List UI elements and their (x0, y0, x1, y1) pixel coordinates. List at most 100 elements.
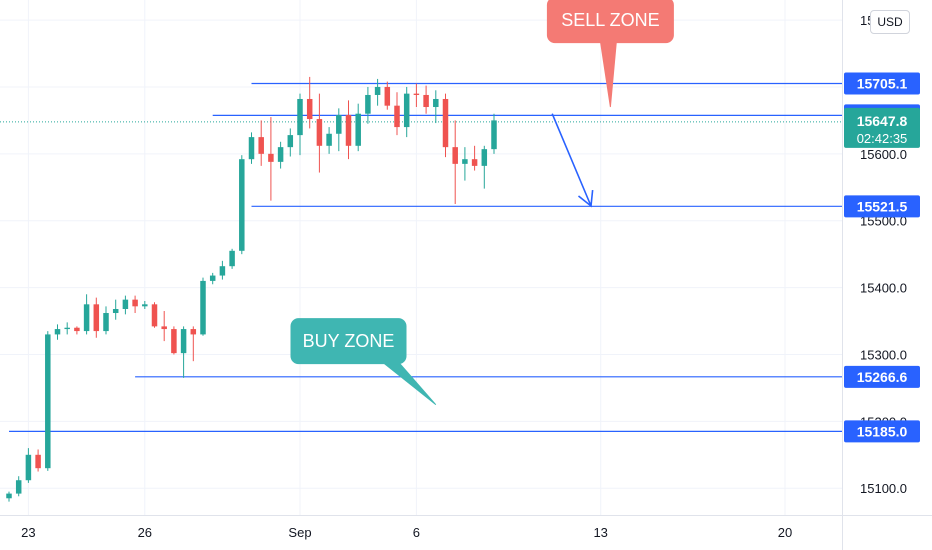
candle-body (142, 304, 148, 307)
candle-body (151, 304, 158, 327)
y-tick-label: 15300.0 (860, 347, 907, 362)
y-tick-label: 15400.0 (860, 281, 907, 296)
level-label-text: 15266.6 (857, 369, 908, 385)
candles (6, 76, 497, 502)
candle-body (326, 133, 332, 146)
y-tick-label: 15600.0 (860, 147, 907, 162)
candle-body (74, 327, 80, 332)
candle-body (239, 159, 245, 251)
current-price-value: 15647.8 (857, 113, 908, 129)
candle-down (306, 76, 313, 129)
candle-down (258, 120, 264, 166)
level-label-text: 15705.1 (857, 76, 908, 92)
candle-body (103, 313, 109, 332)
candle-body (403, 93, 410, 128)
candle-up (491, 113, 497, 154)
y-tick-label: 15500.0 (860, 214, 907, 229)
candle-down (413, 83, 420, 108)
candle-body (423, 94, 429, 108)
price-axis[interactable]: 15100.015200.015300.015400.015500.015600… (842, 0, 921, 550)
candle-body (6, 493, 12, 499)
level-label-bg (844, 195, 920, 218)
x-tick-label: Sep (288, 525, 311, 540)
candle-body (25, 454, 32, 481)
candle-up (287, 128, 294, 157)
candle-up (112, 299, 119, 320)
candle-body (268, 153, 274, 162)
candle-up (365, 86, 371, 124)
candle-down (74, 326, 80, 335)
x-tick-label: 23 (21, 525, 35, 540)
callout-pointer (381, 361, 437, 406)
current-price-bg (844, 107, 920, 148)
candle-body (413, 93, 420, 95)
candle-body (297, 98, 303, 136)
candle-body (35, 454, 41, 469)
candle-body (258, 137, 264, 154)
candle-body (248, 137, 255, 160)
candle-down (161, 311, 167, 342)
candle-up (64, 322, 70, 335)
candle-body (161, 326, 167, 330)
currency-button[interactable]: USD (870, 10, 910, 34)
candle-up (462, 147, 468, 181)
projection-arrow (551, 113, 594, 208)
level-price-label: 15185.0 (844, 420, 920, 443)
candle-up (326, 127, 332, 154)
candle-body (471, 159, 478, 166)
candle-up (83, 294, 90, 335)
countdown-timer: 02:42:35 (857, 131, 908, 146)
candle-body (180, 329, 187, 354)
candle-down (132, 295, 138, 314)
candle-body (442, 98, 449, 148)
x-tick-label: 20 (778, 525, 792, 540)
candle-down (35, 449, 41, 472)
candle-up (374, 78, 381, 106)
candle-down (384, 81, 391, 110)
candle-body (394, 105, 400, 128)
candle-down (471, 145, 478, 171)
candle-up (142, 300, 148, 309)
candle-up (200, 277, 206, 336)
level-price-label: 15705.1 (844, 72, 920, 95)
callout-box (546, 0, 674, 44)
sell-zone-callout[interactable]: SELL ZONE (546, 0, 674, 108)
candle-body (229, 250, 235, 267)
level-price-label: 15521.5 (844, 195, 920, 218)
candle-body (190, 329, 197, 335)
buy-zone-callout[interactable]: BUY ZONE (290, 318, 437, 406)
time-axis[interactable]: 23 26 Sep 6 13 20 (0, 515, 932, 541)
candle-down (452, 120, 458, 204)
candle-body (54, 329, 61, 335)
candle-body (491, 120, 497, 150)
candle-body (122, 299, 129, 309)
candle-up (6, 491, 12, 502)
candle-body (209, 275, 216, 281)
x-tick-label: 13 (593, 525, 607, 540)
candle-body (287, 135, 294, 148)
candle-up (481, 145, 488, 189)
y-tick-label: 15100.0 (860, 481, 907, 496)
candle-up (45, 331, 51, 471)
candle-body (171, 329, 177, 354)
candle-body (433, 98, 439, 108)
candle-down (151, 302, 158, 328)
candle-up (433, 90, 439, 124)
annotations: SELL ZONE BUY ZONE (290, 0, 674, 406)
level-label-bg (844, 420, 920, 443)
candle-up (122, 295, 129, 315)
candle-body (93, 304, 100, 332)
level-label-text: 15185.0 (857, 423, 908, 439)
candle-up (54, 324, 61, 340)
candle-up (355, 103, 361, 152)
candle-down (190, 326, 197, 362)
candle-down (171, 326, 177, 355)
candle-body (277, 147, 284, 162)
callout-label: SELL ZONE (561, 10, 659, 30)
candle-body (83, 304, 90, 332)
callout-label: BUY ZONE (303, 331, 395, 351)
level-price-label: 15266.6 (844, 365, 920, 388)
arrow-shaft (551, 113, 592, 207)
candle-body (64, 327, 70, 330)
